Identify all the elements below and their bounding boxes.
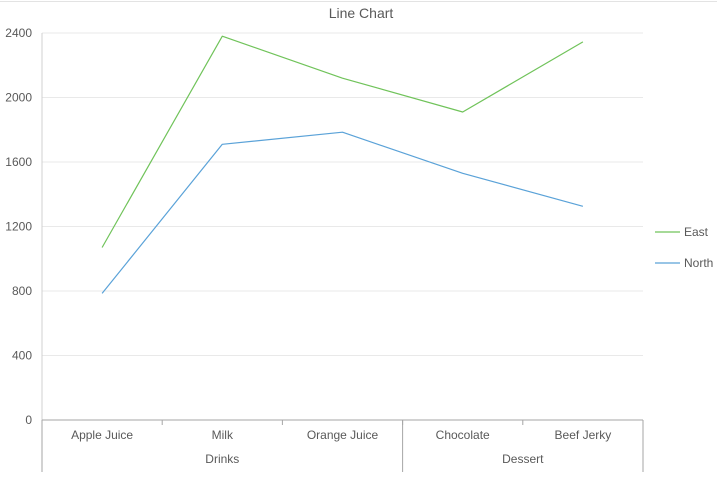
chart-title: Line Chart — [329, 5, 394, 21]
y-tick-label: 1600 — [5, 155, 32, 169]
x-tick-label: Beef Jerky — [555, 428, 612, 442]
series-line-north — [101, 131, 584, 294]
series-line-east — [101, 35, 584, 248]
group-label: Drinks — [205, 452, 239, 466]
legend-label-north: North — [684, 256, 713, 270]
y-tick-label: 2000 — [5, 91, 32, 105]
grid-layer — [42, 32, 643, 356]
legend-label-east: East — [684, 225, 709, 239]
x-tick-label: Milk — [212, 428, 234, 442]
x-tick-label: Apple Juice — [71, 428, 133, 442]
y-tick-label: 400 — [12, 349, 32, 363]
legend: East North — [655, 225, 713, 270]
x-tick-label: Chocolate — [436, 428, 490, 442]
series-layer — [101, 35, 584, 294]
y-tick-label: 0 — [25, 413, 32, 427]
axis-layer: 0 400 800 1200 1600 2000 2400 Apple Juice Milk Or… — [5, 26, 644, 472]
group-label: Dessert — [502, 452, 544, 466]
y-tick-label: 2400 — [5, 26, 32, 40]
y-tick-label: 1200 — [5, 220, 32, 234]
y-tick-label: 800 — [12, 284, 32, 298]
x-tick-label: Orange Juice — [307, 428, 379, 442]
